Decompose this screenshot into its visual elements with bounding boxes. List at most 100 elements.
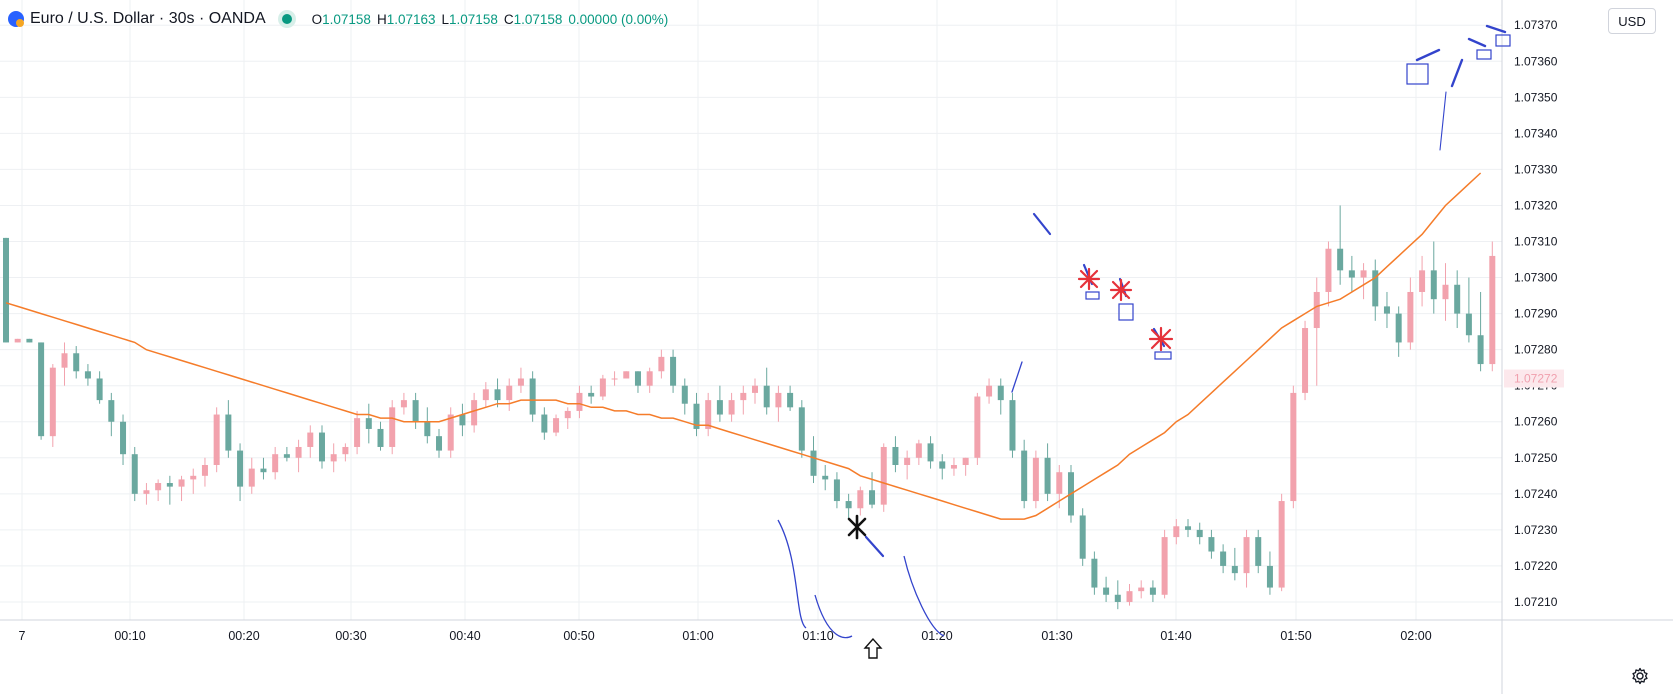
candle-body — [1454, 284, 1461, 314]
time-tick-label: 00:50 — [563, 629, 594, 643]
candle-body — [436, 436, 443, 451]
drawing-stroke — [1011, 361, 1023, 393]
candle-body — [260, 468, 267, 473]
candle-body — [1255, 537, 1262, 566]
candle-body — [915, 443, 922, 458]
candle-body — [248, 468, 255, 487]
market-status-dot-icon — [281, 14, 292, 24]
candle-body — [1196, 529, 1203, 538]
candle-body — [1114, 594, 1121, 602]
drawing-curve — [814, 594, 853, 639]
candle-body — [962, 457, 969, 465]
candle-body — [131, 454, 138, 494]
candle-body — [108, 400, 115, 422]
time-tick-label: 7 — [19, 629, 26, 643]
drawing-stroke — [1467, 37, 1487, 48]
candle-body — [693, 403, 700, 429]
candle-body — [459, 414, 466, 426]
candle-body — [623, 371, 630, 379]
candle-body — [1290, 392, 1297, 502]
time-tick-label: 01:10 — [802, 629, 833, 643]
candle-body — [178, 479, 185, 487]
drawing-box — [1495, 34, 1511, 47]
candle-body — [14, 338, 21, 343]
candle-body — [354, 418, 361, 447]
price-tick-label: 1.07280 — [1514, 343, 1558, 357]
gear-icon[interactable] — [1630, 666, 1650, 686]
candle-body — [1337, 248, 1344, 271]
candle-body — [166, 483, 173, 487]
time-tick-label: 01:00 — [682, 629, 713, 643]
candle-body — [869, 490, 876, 505]
candle-body — [763, 385, 770, 408]
candle-body — [927, 443, 934, 462]
drawing-curve — [777, 519, 807, 629]
candle-body — [588, 392, 595, 397]
price-tick-label: 1.07350 — [1514, 90, 1558, 104]
candle-body — [1477, 335, 1484, 365]
candle-body — [190, 475, 197, 480]
candle-body — [599, 378, 606, 397]
candle-body — [822, 475, 829, 480]
candle-body — [482, 389, 489, 401]
candle-body — [1313, 291, 1320, 329]
chart-header: Euro / U.S. Dollar · 30s · OANDA O1.0715… — [8, 8, 668, 30]
time-tick-label: 01:20 — [921, 629, 952, 643]
candle-body — [61, 353, 68, 368]
candle-body — [330, 454, 337, 462]
time-tick-label: 00:20 — [228, 629, 259, 643]
drawing-stroke — [1450, 58, 1464, 88]
candle-body — [143, 490, 150, 494]
price-tick-label: 1.07320 — [1514, 198, 1558, 212]
candle-body — [506, 385, 513, 401]
candle-body — [1056, 472, 1063, 494]
candle-body — [155, 483, 162, 491]
candle-body — [1325, 248, 1332, 292]
candle-body — [494, 389, 501, 401]
candle-body — [237, 450, 244, 487]
candle-body — [272, 454, 279, 473]
symbol-title[interactable]: Euro / U.S. Dollar · 30s · OANDA — [30, 10, 266, 27]
price-tick-label: 1.07310 — [1514, 235, 1558, 249]
price-tick-label: 1.07230 — [1514, 523, 1558, 537]
candle-body — [1079, 515, 1086, 559]
price-tick-label: 1.07220 — [1514, 559, 1558, 573]
ohlc-legend: O1.07158 H1.07163 L1.07158 C1.07158 0.00… — [311, 11, 669, 27]
candle-body — [950, 465, 957, 469]
candle-body — [1032, 457, 1039, 502]
candle-body — [1103, 587, 1110, 595]
candle-body — [1231, 565, 1238, 574]
candle-body — [471, 400, 478, 426]
drawing-stroke — [864, 535, 885, 558]
candle-body — [342, 446, 349, 455]
time-tick-label: 01:30 — [1041, 629, 1072, 643]
candle-body — [553, 418, 560, 433]
candle-body — [658, 356, 665, 372]
candle-body — [810, 450, 817, 476]
candle-body — [447, 414, 454, 451]
candle-body — [1266, 565, 1273, 588]
currency-button[interactable]: USD — [1608, 8, 1656, 34]
candle-body — [670, 356, 677, 386]
candle-body — [939, 461, 946, 469]
price-tick-label: 1.07300 — [1514, 271, 1558, 285]
candle-body — [424, 421, 431, 437]
time-tick-label: 01:50 — [1280, 629, 1311, 643]
candle-body — [1208, 537, 1215, 552]
time-tick-label: 02:00 — [1400, 629, 1431, 643]
candle-body — [904, 457, 911, 465]
candle-body — [728, 400, 735, 415]
candle-body — [365, 418, 372, 429]
drawing-box — [1118, 303, 1134, 321]
candle-body — [120, 421, 127, 455]
drawing-stroke — [1439, 91, 1447, 151]
candle-body — [225, 414, 232, 451]
candle-body — [1465, 313, 1472, 336]
drawing-box — [1085, 291, 1100, 300]
candle-body — [318, 432, 325, 462]
drawing-box — [1406, 63, 1429, 85]
price-tick-label: 1.07340 — [1514, 126, 1558, 140]
candle-body — [26, 338, 33, 343]
